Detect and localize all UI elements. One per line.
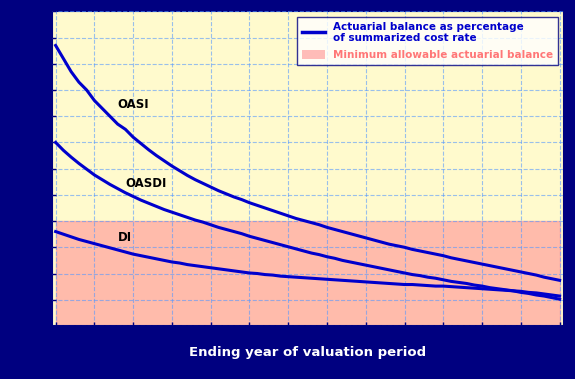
Text: OASI: OASI [118,99,150,111]
Text: DI: DI [118,231,132,244]
Text: OASDI: OASDI [125,177,167,190]
X-axis label: Ending year of valuation period: Ending year of valuation period [189,346,426,359]
Legend: Actuarial balance as percentage
of summarized cost rate, Minimum allowable actua: Actuarial balance as percentage of summa… [297,17,558,65]
